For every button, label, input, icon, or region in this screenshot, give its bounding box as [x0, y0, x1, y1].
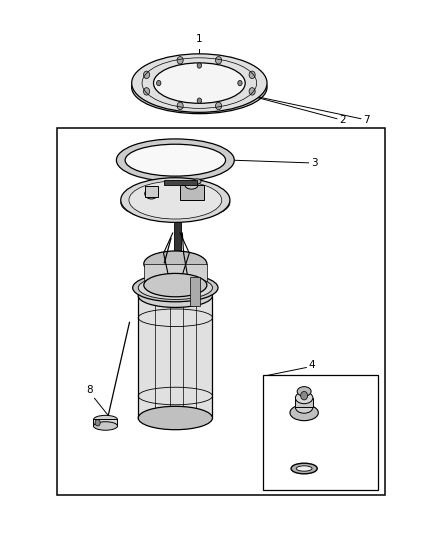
Ellipse shape — [144, 251, 207, 277]
Circle shape — [300, 391, 307, 400]
Bar — [93, 419, 117, 426]
Circle shape — [197, 98, 201, 103]
Ellipse shape — [133, 274, 218, 302]
Bar — [138, 296, 212, 418]
Bar — [173, 222, 181, 284]
Ellipse shape — [144, 273, 207, 297]
Circle shape — [249, 87, 255, 95]
Ellipse shape — [138, 284, 212, 308]
Ellipse shape — [295, 401, 313, 413]
Bar — [295, 398, 313, 407]
Circle shape — [249, 71, 255, 78]
Circle shape — [215, 56, 222, 64]
Bar — [180, 185, 204, 200]
Text: 8: 8 — [86, 385, 92, 395]
Text: 5: 5 — [352, 398, 358, 408]
Bar — [145, 185, 158, 197]
Circle shape — [156, 80, 161, 86]
Ellipse shape — [132, 61, 267, 114]
Ellipse shape — [125, 144, 226, 176]
Ellipse shape — [153, 63, 245, 103]
Ellipse shape — [138, 276, 212, 300]
Bar — [263, 375, 378, 490]
Circle shape — [95, 419, 100, 426]
Ellipse shape — [93, 422, 117, 430]
Ellipse shape — [129, 181, 222, 219]
Ellipse shape — [185, 181, 198, 189]
Circle shape — [215, 102, 222, 110]
Ellipse shape — [93, 415, 117, 424]
Circle shape — [144, 71, 150, 78]
Ellipse shape — [132, 54, 267, 112]
Ellipse shape — [295, 392, 313, 403]
Ellipse shape — [291, 463, 317, 474]
Ellipse shape — [117, 139, 234, 181]
Text: 3: 3 — [311, 158, 317, 168]
Text: 7: 7 — [363, 115, 370, 125]
Circle shape — [197, 63, 201, 68]
Text: 6: 6 — [352, 452, 358, 462]
Bar — [144, 264, 207, 285]
Text: 1: 1 — [196, 34, 203, 44]
Bar — [164, 180, 197, 185]
Ellipse shape — [145, 188, 158, 199]
Ellipse shape — [290, 405, 318, 421]
Ellipse shape — [296, 466, 312, 471]
Circle shape — [238, 80, 242, 86]
Ellipse shape — [138, 406, 212, 430]
Text: 2: 2 — [339, 115, 346, 125]
Ellipse shape — [297, 386, 311, 396]
Circle shape — [144, 87, 150, 95]
Circle shape — [177, 102, 183, 110]
Circle shape — [177, 56, 183, 64]
Ellipse shape — [121, 185, 230, 221]
Ellipse shape — [193, 179, 201, 184]
Bar — [190, 277, 200, 306]
Bar — [57, 128, 385, 495]
Ellipse shape — [121, 177, 230, 222]
Text: 4: 4 — [308, 360, 315, 370]
